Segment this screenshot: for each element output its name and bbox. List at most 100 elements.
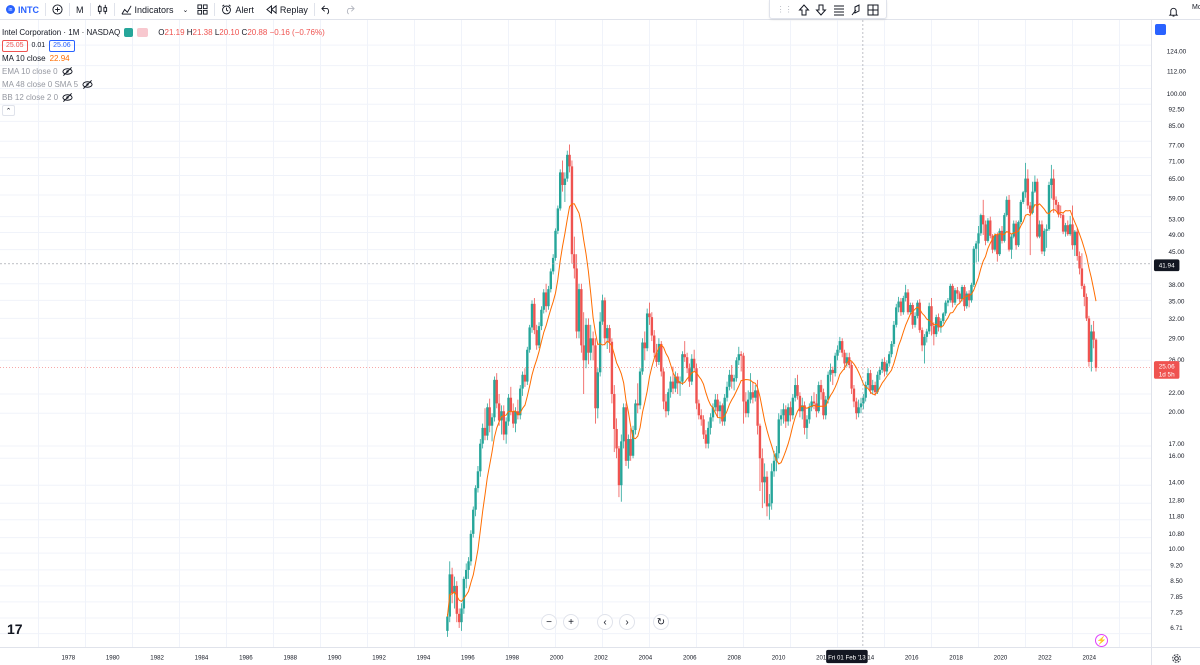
bell-icon[interactable] (1168, 4, 1179, 17)
candle (702, 415, 705, 440)
candle-body (909, 305, 912, 313)
candle-body (857, 407, 860, 414)
candle (796, 374, 799, 400)
layout-button[interactable] (191, 0, 214, 20)
axis-settings-button[interactable] (1151, 647, 1200, 665)
toolbar-divider (113, 3, 115, 16)
candle (1021, 190, 1025, 205)
flag-pin-icon[interactable] (850, 3, 862, 16)
reset-chart-button[interactable]: ↻ (653, 614, 669, 630)
candle (591, 331, 595, 361)
candle (512, 403, 515, 428)
candle-body (559, 172, 562, 209)
replay-button[interactable]: Replay (260, 0, 314, 20)
sell-button[interactable]: 25.05 (2, 39, 28, 52)
grid-lines (0, 20, 1151, 647)
price-tick-label: 45.00 (1169, 249, 1185, 256)
candle (904, 284, 907, 302)
candle (1029, 201, 1032, 256)
indicator-row-ma48[interactable]: MA 48 close 0 SMA 5 (2, 78, 325, 91)
redo-button[interactable] (338, 0, 361, 20)
candle (1064, 222, 1067, 237)
top-toolbar: in INTC M Indicators ⌄ Alert Replay (0, 0, 1200, 20)
indicator-row-bb12[interactable]: BB 12 close 2 0 (2, 91, 325, 104)
right-panel-tab[interactable]: Mo (1192, 4, 1200, 11)
candle (497, 394, 501, 426)
candle-body (655, 352, 658, 362)
lightning-icon[interactable]: ⚡ (1095, 634, 1108, 647)
candle (751, 381, 755, 404)
candle-body (542, 292, 545, 310)
arrow-up-icon[interactable] (798, 3, 810, 16)
candle-body (1068, 224, 1072, 235)
collapse-legend-button[interactable]: ⌃ (2, 105, 15, 116)
candle (765, 471, 769, 517)
candle (986, 218, 990, 243)
time-axis[interactable]: 1978 1980 1982 1984 1986 1988 1990 1992 1994 1996… (0, 647, 1151, 665)
candle (681, 351, 684, 386)
gear-icon (1171, 651, 1182, 663)
candle (916, 300, 919, 319)
scroll-right-button[interactable]: › (619, 614, 635, 630)
indicator-row-ma10[interactable]: MA 10 close 22.94 (2, 52, 325, 65)
compare-add-symbol-button[interactable] (46, 0, 69, 20)
symbol-search[interactable]: in INTC (0, 0, 45, 20)
indicators-dropdown-button[interactable]: ⌄ (180, 0, 192, 20)
candle-body (1071, 224, 1074, 246)
candle (676, 373, 679, 395)
candle (944, 300, 947, 316)
eye-hidden-icon[interactable] (62, 66, 73, 77)
candle (530, 300, 534, 333)
indicators-button[interactable]: Indicators (115, 0, 180, 20)
price-tick-label: 49.00 (1169, 232, 1185, 239)
crosshair-box-icon[interactable] (867, 3, 879, 16)
candle (606, 324, 609, 350)
candle-body (526, 349, 529, 382)
candle-body (732, 378, 736, 382)
buy-button[interactable]: 25.06 (49, 39, 75, 52)
candle (537, 322, 541, 349)
candle-body (1087, 318, 1091, 362)
eye-hidden-icon[interactable] (82, 79, 93, 90)
alert-button[interactable]: Alert (215, 0, 260, 20)
candle-body (786, 407, 790, 422)
chart-type-button[interactable] (91, 0, 114, 20)
candle-body (951, 285, 954, 303)
candle (495, 373, 498, 409)
candle (913, 312, 917, 328)
text-lines-icon[interactable] (833, 3, 845, 16)
candle-body (509, 397, 513, 412)
candle-body (845, 357, 849, 364)
chart-settings-toggle-icon[interactable] (1155, 24, 1166, 35)
candle (935, 314, 938, 337)
change-value: −0.16 (−0.76%) (269, 28, 325, 37)
zoom-out-button[interactable]: − (541, 614, 557, 630)
candle-body (500, 411, 503, 421)
candle-body (768, 503, 771, 507)
candle-body (1012, 223, 1015, 237)
drag-handle-icon[interactable]: ⋮⋮ (776, 4, 793, 14)
candle (869, 369, 872, 395)
candle (610, 338, 614, 404)
time-tick-label: 2018 (949, 654, 963, 661)
price-axis[interactable]: 124.00 112.00 100.00 92.50 85.00 77.00 71.00 65… (1151, 20, 1200, 647)
candle (584, 318, 588, 369)
price-tick-label: 65.00 (1169, 176, 1185, 183)
candle-body (516, 411, 520, 416)
candle-body (650, 317, 654, 336)
eye-hidden-icon[interactable] (62, 92, 73, 103)
undo-button[interactable] (315, 0, 338, 20)
candle (777, 413, 780, 459)
arrow-down-icon[interactable] (815, 3, 827, 16)
candle-body (899, 301, 903, 313)
scroll-left-button[interactable]: ‹ (597, 614, 613, 630)
zoom-in-button[interactable]: + (563, 614, 579, 630)
chart-pane[interactable] (0, 20, 1151, 647)
time-tick-label: 2010 (772, 654, 786, 661)
candle (758, 423, 762, 492)
candle-body (453, 585, 456, 594)
indicator-row-ema10[interactable]: EMA 10 close 0 (2, 65, 325, 78)
interval-button[interactable]: M (70, 0, 90, 20)
legend-title[interactable]: Intel Corporation · 1M · NASDAQ (2, 28, 121, 37)
tradingview-logo[interactable]: 17 (7, 621, 23, 637)
